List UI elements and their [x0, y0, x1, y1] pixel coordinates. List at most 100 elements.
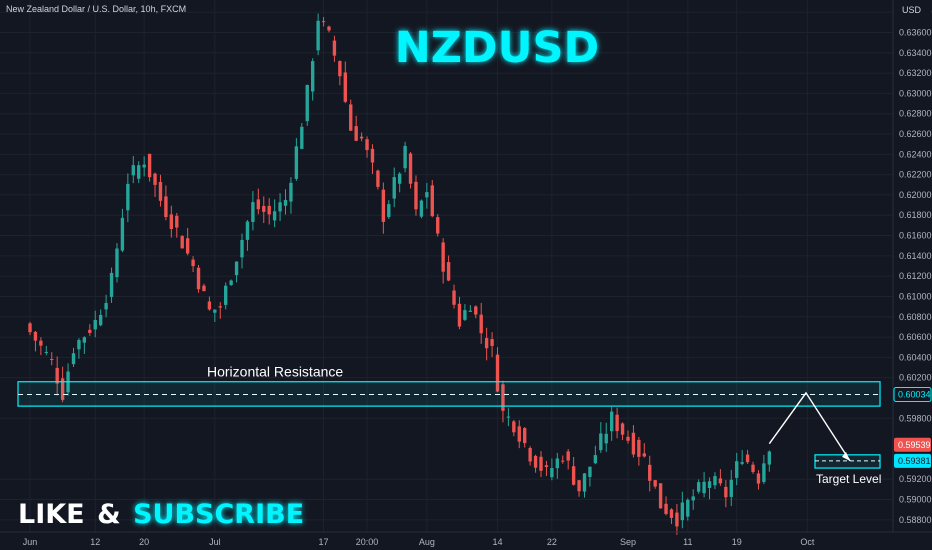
candle-body	[196, 267, 201, 290]
candle-body	[387, 204, 391, 218]
candle-body	[332, 40, 337, 56]
candle-body	[28, 323, 32, 333]
time-tick-label: Jun	[23, 537, 38, 547]
candle-body	[218, 306, 222, 308]
candle-body	[158, 181, 163, 201]
candle-body	[245, 221, 250, 240]
candle-body	[39, 340, 43, 346]
price-tick-label: 0.61000	[899, 291, 932, 301]
candle-body	[675, 512, 679, 527]
candle-body	[370, 148, 375, 163]
candle-body	[555, 458, 560, 469]
candle-body	[425, 192, 429, 198]
candle-body	[528, 448, 532, 462]
price-tick-label: 0.59800	[899, 413, 932, 423]
candle-body	[484, 338, 489, 349]
resistance-label: Horizontal Resistance	[207, 364, 343, 380]
price-tick-label: 0.61800	[899, 210, 932, 220]
candle-body	[414, 181, 418, 210]
candle-body	[126, 183, 130, 211]
candle-body	[169, 214, 174, 230]
candles-layer	[28, 13, 772, 535]
candle-body	[44, 351, 48, 353]
resistance-price-badge: 0.60034	[893, 387, 932, 403]
price-tick-label: 0.62800	[899, 109, 932, 119]
candle-body	[523, 428, 527, 444]
candle-body	[599, 433, 603, 451]
candle-body	[441, 242, 445, 272]
candle-body	[300, 126, 304, 149]
candle-body	[234, 261, 239, 276]
price-tick-label: 0.58800	[899, 515, 932, 525]
price-tick-label: 0.62400	[899, 149, 932, 159]
candle-body	[707, 481, 712, 489]
candle-body	[626, 436, 630, 441]
price-tick-label: 0.61600	[899, 231, 932, 241]
price-tick-label: 0.60400	[899, 352, 932, 362]
candle-body	[691, 496, 695, 501]
candle-body	[533, 455, 538, 468]
candle-body	[506, 416, 511, 418]
candle-body	[729, 479, 733, 497]
candle-body	[664, 503, 668, 514]
chart-big-title: NZDUSD	[395, 23, 599, 73]
candle-body	[349, 104, 353, 131]
candle-body	[164, 196, 168, 218]
price-axis-unit-label: USD	[902, 5, 922, 15]
candle-body	[327, 26, 331, 31]
candle-body	[359, 136, 364, 139]
candle-body	[702, 481, 706, 494]
price-axis[interactable]: 0.638000.636000.634000.632000.630000.628…	[893, 3, 932, 525]
candle-body	[620, 423, 625, 435]
price-tick-label: 0.62600	[899, 129, 932, 139]
price-tick-label: 0.63600	[899, 27, 932, 37]
price-axis-unit-bg	[894, 3, 931, 17]
candle-body	[408, 153, 413, 184]
candle-body	[501, 384, 505, 411]
resistance-price-badge-bg	[893, 387, 932, 403]
target-price-badge-bg	[894, 453, 931, 468]
time-tick-label: 22	[547, 537, 557, 547]
candle-body	[740, 462, 744, 464]
candle-body	[669, 509, 674, 518]
candle-body	[653, 480, 657, 487]
candle-body	[289, 182, 293, 202]
candle-body	[305, 85, 309, 122]
candle-body	[436, 217, 440, 234]
candle-body	[207, 301, 212, 310]
candle-body	[191, 259, 195, 267]
projection-arrowhead	[842, 451, 850, 461]
candle-body	[278, 202, 282, 212]
target-price-badge: 0.59381	[894, 453, 931, 468]
price-axis-unit: USD	[894, 3, 931, 17]
candle-body	[517, 426, 521, 442]
time-tick-label: Aug	[419, 537, 435, 547]
candle-body	[642, 453, 646, 457]
candle-body	[60, 378, 65, 400]
candle-body	[93, 319, 97, 330]
price-tick-label: 0.62000	[899, 190, 932, 200]
candle-body	[463, 310, 467, 320]
price-tick-label: 0.62200	[899, 170, 932, 180]
candle-body	[376, 170, 380, 187]
time-axis[interactable]: Jun 12 20 Jul 17 20:00 Aug 14 22 Sep 11 19 Oct	[23, 537, 815, 547]
candle-body	[571, 466, 576, 485]
candle-body	[648, 464, 652, 481]
candle-body	[283, 199, 288, 206]
candle-body	[55, 367, 59, 384]
candle-body	[609, 411, 614, 432]
candle-body	[566, 451, 570, 461]
candle-body	[604, 433, 608, 444]
candle-body	[696, 482, 701, 492]
candle-body	[294, 146, 299, 179]
resistance-price-badge-label: 0.60034	[898, 390, 931, 400]
promo-amp: &	[97, 499, 121, 530]
price-tick-label: 0.63200	[899, 68, 932, 78]
candle-body	[115, 248, 119, 278]
candle-body	[495, 354, 500, 392]
candle-body	[77, 340, 81, 350]
price-tick-label: 0.60600	[899, 332, 932, 342]
